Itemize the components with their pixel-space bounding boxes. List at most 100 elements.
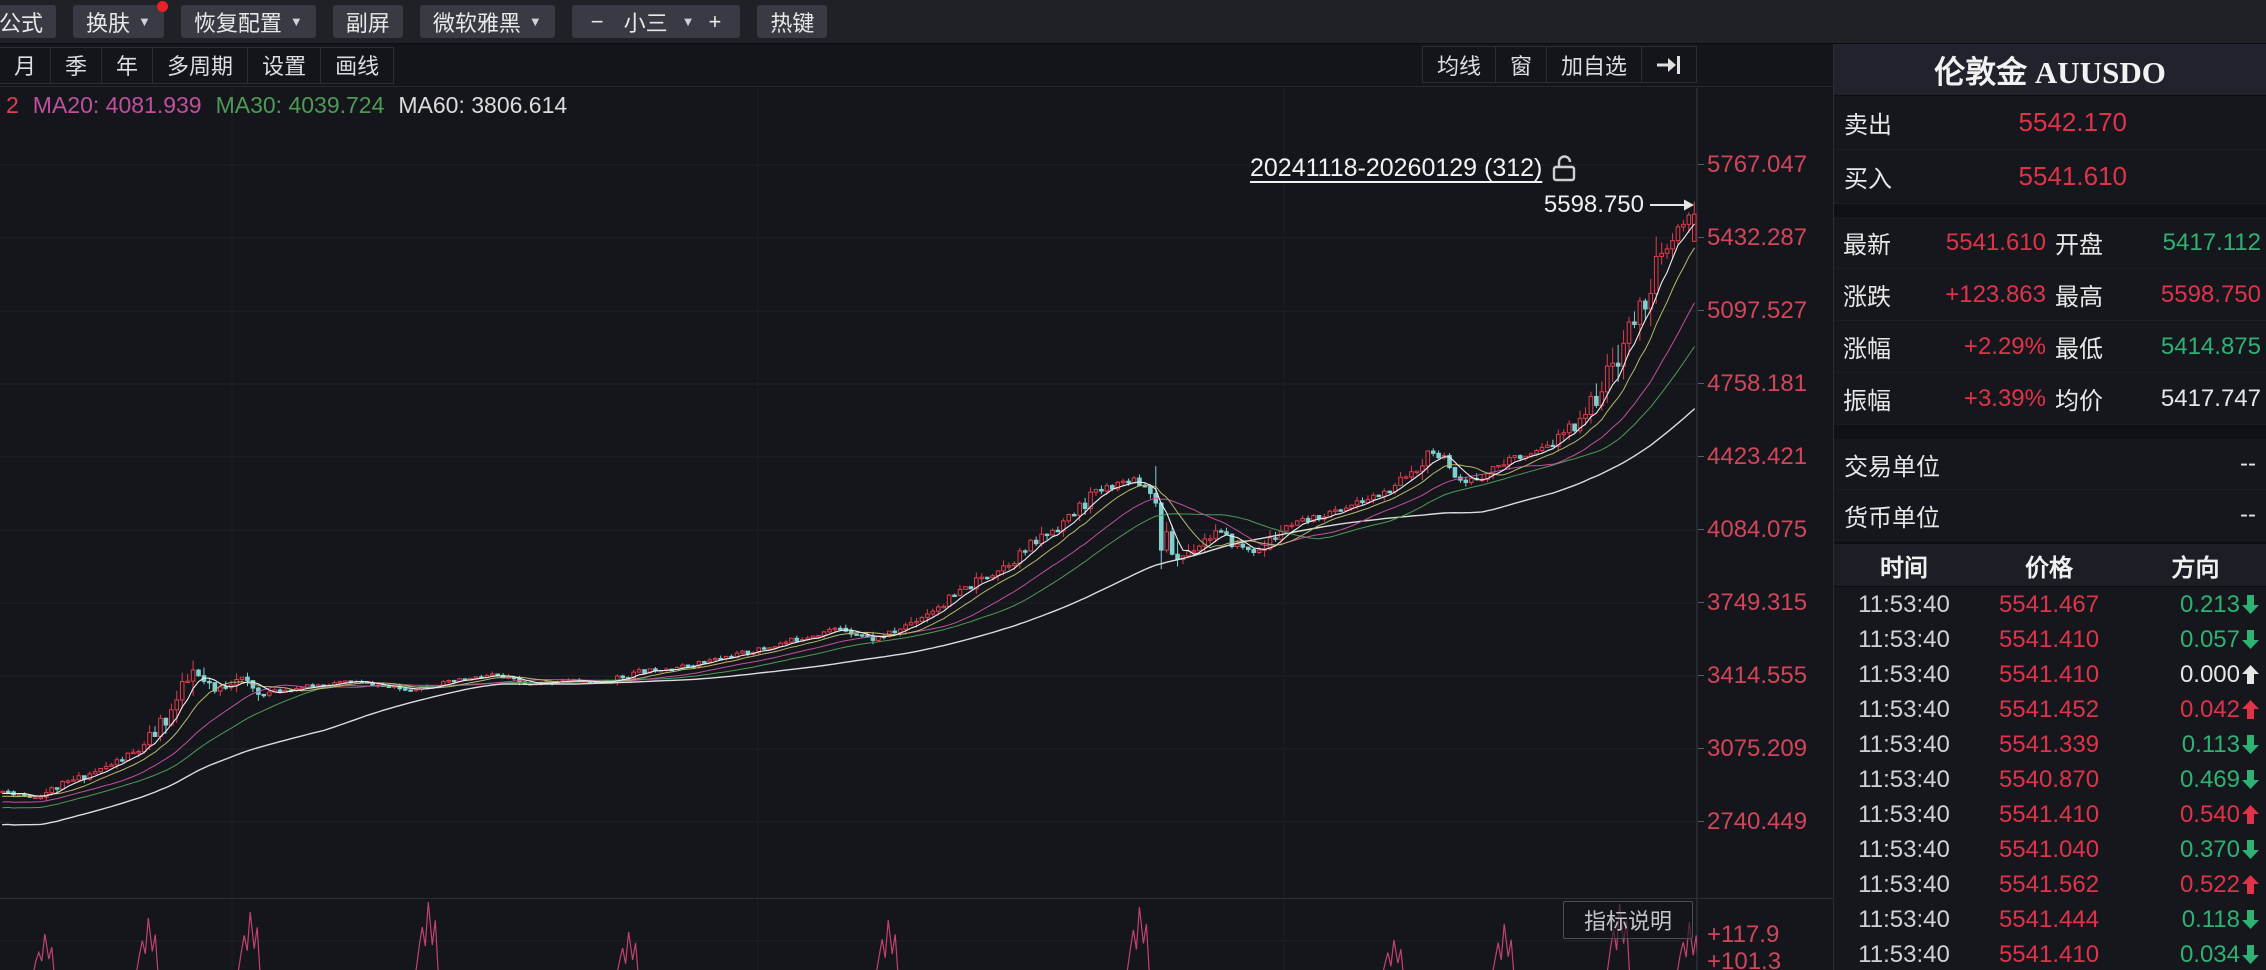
quote-value: 5542.170 bbox=[2018, 107, 2127, 137]
tick-price: 5541.467 bbox=[1998, 590, 2100, 618]
font-larger-button[interactable]: + bbox=[708, 8, 722, 34]
toolbar-button-公式[interactable]: 公式 bbox=[0, 5, 57, 38]
tick-change: 0.034 bbox=[2124, 941, 2266, 969]
unit-row-交易单位: 交易单位 -- bbox=[1834, 439, 2266, 490]
period-tab-设置[interactable]: 设置 bbox=[247, 46, 322, 84]
tick-time: 11:53:40 bbox=[1858, 765, 1950, 793]
quote-label-涨幅: 涨幅 bbox=[1843, 336, 1891, 363]
unlock-icon[interactable] bbox=[1552, 155, 1576, 182]
tick-price: 5541.410 bbox=[1998, 800, 2100, 828]
tick-time: 11:53:40 bbox=[1858, 695, 1950, 723]
toolbar-button-换肤[interactable]: 换肤 ▼ bbox=[73, 1, 168, 38]
tick-table-row[interactable]: 11:53:40 5541.410 0.034 bbox=[1834, 937, 2266, 970]
tick-time: 11:53:40 bbox=[1858, 835, 1950, 863]
quote-label-振幅: 振幅 bbox=[1843, 388, 1891, 415]
ma-value-MA60: MA60: 3806.614 bbox=[398, 92, 568, 118]
tick-table-row[interactable]: 11:53:40 5541.410 0.000 bbox=[1834, 657, 2266, 692]
last-price-text: 5598.750 bbox=[1543, 191, 1644, 218]
up-arrow-icon bbox=[2242, 805, 2259, 824]
tick-price: 5541.339 bbox=[1998, 730, 2100, 758]
section-divider bbox=[1834, 541, 2266, 543]
tool-tab-均线[interactable]: 均线 bbox=[1421, 46, 1496, 83]
sub-axis-label: +101.3 bbox=[1707, 948, 1782, 970]
ma-value-MA30: MA30: 4039.724 bbox=[215, 92, 385, 118]
quote-label-最高: 最高 bbox=[2055, 284, 2103, 311]
collapse-panel-icon[interactable] bbox=[1641, 46, 1697, 83]
tick-price: 5541.410 bbox=[1998, 625, 2100, 653]
tick-change: 0.370 bbox=[2124, 836, 2266, 864]
quote-label-最低: 最低 bbox=[2055, 336, 2103, 363]
tick-change: 0.057 bbox=[2124, 626, 2266, 654]
chevron-down-icon: ▼ bbox=[681, 14, 695, 29]
unit-row-货币单位: 货币单位 -- bbox=[1834, 490, 2266, 541]
chevron-down-icon: ▼ bbox=[138, 14, 151, 29]
tick-price: 5541.410 bbox=[1998, 660, 2100, 688]
notification-dot-icon bbox=[156, 1, 168, 12]
tick-price: 5541.562 bbox=[1998, 870, 2100, 898]
toolbar-button-font-size[interactable]: − 小三 ▼ + bbox=[571, 5, 741, 38]
period-tab-画线[interactable]: 画线 bbox=[320, 46, 395, 84]
tick-change: 0.118 bbox=[2124, 906, 2266, 934]
tick-table-row[interactable]: 11:53:40 5541.040 0.370 bbox=[1834, 832, 2266, 867]
tick-table-row[interactable]: 11:53:40 5541.562 0.522 bbox=[1834, 867, 2266, 902]
quote-label: 买入 bbox=[1844, 166, 1892, 193]
instrument-title: 伦敦金 AUUSDO bbox=[1834, 44, 2266, 96]
tick-table-row[interactable]: 11:53:40 5540.870 0.469 bbox=[1834, 762, 2266, 797]
visible-range-label[interactable]: 20241118-20260129 (312) bbox=[1250, 154, 1576, 183]
up-arrow-icon bbox=[2242, 700, 2259, 719]
tick-time: 11:53:40 bbox=[1858, 905, 1950, 933]
toolbar-button-label: 热键 bbox=[770, 10, 815, 36]
table-header-时间: 时间 bbox=[1880, 554, 1928, 582]
down-arrow-icon bbox=[2242, 770, 2259, 789]
period-bar: 月季年多周期 设置 画线 均线窗加自选 bbox=[0, 44, 1833, 86]
quote-value: 5417.747 bbox=[2160, 384, 2261, 412]
price-axis-label: 2740.449 bbox=[1697, 808, 1808, 835]
indicator-description-button[interactable]: 指标说明 bbox=[1563, 901, 1693, 939]
quote-value: +123.863 bbox=[1945, 280, 2046, 308]
tick-table-row[interactable]: 11:53:40 5541.452 0.042 bbox=[1834, 692, 2266, 727]
toolbar-button-热键[interactable]: 热键 bbox=[757, 5, 828, 38]
quote-label-涨跌: 涨跌 bbox=[1843, 284, 1891, 311]
font-size-select[interactable]: 小三 bbox=[623, 10, 668, 36]
period-tab-月[interactable]: 月 bbox=[0, 46, 52, 84]
period-tab-多周期[interactable]: 多周期 bbox=[152, 46, 249, 84]
tick-table-row[interactable]: 11:53:40 5541.410 0.540 bbox=[1834, 797, 2266, 832]
tick-table-header: 时间 价格 方向 bbox=[1834, 543, 2266, 587]
tick-price: 5540.870 bbox=[1998, 765, 2100, 793]
toolbar-button-恢复配置[interactable]: 恢复配置 ▼ bbox=[180, 5, 316, 38]
top-toolbar: 公式 换肤 ▼ 恢复配置 ▼ 副屏 微软雅黑 ▼ − 小三 ▼ + 热键 bbox=[0, 0, 2266, 44]
toolbar-button-label: 微软雅黑 bbox=[432, 10, 521, 36]
quote-grid-row: 涨跌 +123.863 最高 5598.750 bbox=[1834, 269, 2266, 321]
tick-table-row[interactable]: 11:53:40 5541.467 0.213 bbox=[1834, 587, 2266, 622]
tool-tab-加自选[interactable]: 加自选 bbox=[1545, 46, 1642, 83]
tick-change: 0.000 bbox=[2124, 661, 2266, 689]
toolbar-button-微软雅黑[interactable]: 微软雅黑 ▼ bbox=[419, 5, 555, 38]
tool-tab-窗[interactable]: 窗 bbox=[1494, 46, 1547, 83]
tick-time: 11:53:40 bbox=[1858, 940, 1950, 968]
quote-grid-row: 振幅 +3.39% 均价 5417.747 bbox=[1834, 373, 2266, 425]
price-axis-label: 3414.555 bbox=[1697, 662, 1808, 689]
quote-label-开盘: 开盘 bbox=[2055, 232, 2103, 259]
unit-value: -- bbox=[2240, 450, 2256, 477]
toolbar-button-label: 公式 bbox=[0, 10, 44, 36]
pane-divider[interactable] bbox=[0, 898, 1833, 899]
section-divider bbox=[1834, 204, 2266, 217]
price-axis-label: 5097.527 bbox=[1697, 297, 1808, 324]
tick-table-row[interactable]: 11:53:40 5541.339 0.113 bbox=[1834, 727, 2266, 762]
down-arrow-icon bbox=[2242, 910, 2259, 929]
toolbar-button-副屏[interactable]: 副屏 bbox=[332, 5, 403, 38]
tick-table-row[interactable]: 11:53:40 5541.410 0.057 bbox=[1834, 622, 2266, 657]
tick-time: 11:53:40 bbox=[1858, 730, 1950, 758]
toolbar-button-label: 副屏 bbox=[345, 10, 390, 36]
price-axis-label: 3749.315 bbox=[1697, 589, 1808, 616]
down-arrow-icon bbox=[2242, 630, 2259, 649]
quote-value: +3.39% bbox=[1963, 384, 2046, 412]
period-tab-季[interactable]: 季 bbox=[50, 46, 103, 84]
table-header-方向: 方向 bbox=[2171, 554, 2220, 582]
period-tab-年[interactable]: 年 bbox=[101, 46, 154, 84]
candlestick-chart[interactable] bbox=[0, 0, 1697, 970]
tick-table-row[interactable]: 11:53:40 5541.444 0.118 bbox=[1834, 902, 2266, 937]
ma-value-MA20: MA20: 4081.939 bbox=[32, 92, 202, 118]
font-smaller-button[interactable]: − bbox=[590, 8, 604, 34]
